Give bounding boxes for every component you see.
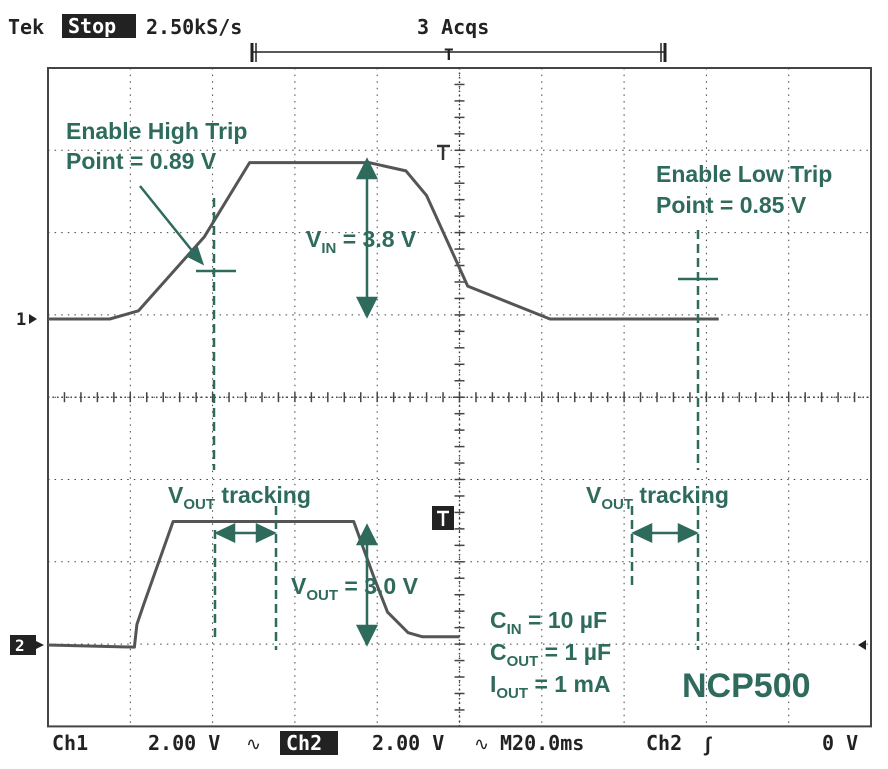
record-bracket — [250, 43, 667, 62]
stop-badge-bg — [62, 14, 136, 38]
header-acqs: 3 Acqs — [417, 15, 489, 39]
ch1-marker-label: 1 — [16, 310, 26, 330]
ch2-trigger-t-marker — [432, 506, 454, 530]
trace-ch1 — [48, 161, 719, 321]
vout-tracking-right-label: VOUT tracking — [586, 482, 729, 513]
header-state: Stop — [68, 14, 116, 38]
ch2-ground-marker: 2 — [10, 635, 44, 655]
vout-value-label: VOUT = 3.0 V — [291, 573, 419, 604]
cout-label: COUT = 1 µF — [490, 639, 611, 670]
footer-trigger-source: Ch2 — [646, 731, 682, 755]
annotation-graphics — [139, 157, 718, 650]
part-number: NCP500 — [682, 667, 811, 705]
footer-ch1-label: Ch1 — [52, 731, 88, 755]
bandwidth-limit-icon: ∿ — [246, 734, 261, 754]
trigger-level-marker — [858, 640, 866, 650]
graticule — [47, 67, 872, 728]
footer-ch2-scale: 2.00 V — [372, 731, 444, 755]
trace-ch2 — [47, 520, 460, 649]
enable-low-trip-line2: Point = 0.85 V — [656, 192, 807, 218]
iout-label: IOUT = 1 mA — [490, 671, 611, 702]
rising-edge-icon: ∫ — [703, 734, 712, 756]
traces — [47, 161, 719, 649]
footer-ch1-scale: 2.00 V — [148, 731, 220, 755]
vin-label: VIN = 3.8 V — [306, 226, 417, 257]
footer-ch2-label: Ch2 — [286, 731, 322, 755]
header-brand: Tek — [8, 15, 44, 39]
bandwidth-limit-icon-2: ∿ — [474, 734, 489, 754]
cin-label: CIN = 10 µF — [490, 607, 607, 638]
enable-high-trip-line2: Point = 0.89 V — [66, 148, 217, 174]
ch1-ground-marker: 1 — [16, 310, 37, 330]
header-sample-rate: 2.50kS/s — [146, 15, 242, 39]
footer-timebase: M20.0ms — [500, 731, 584, 755]
ch2-badge-bg — [280, 731, 338, 755]
vout-tracking-left-label: VOUT tracking — [168, 482, 311, 513]
enable-high-trip-line1: Enable High Trip — [66, 118, 247, 144]
ch1-trigger-t-marker — [437, 144, 450, 160]
enable-low-trip-line1: Enable Low Trip — [656, 161, 832, 187]
ch2-marker-label: 2 — [15, 636, 25, 655]
footer-trigger-level: 0 V — [822, 731, 858, 755]
header-trigger-marker: T — [444, 45, 454, 64]
